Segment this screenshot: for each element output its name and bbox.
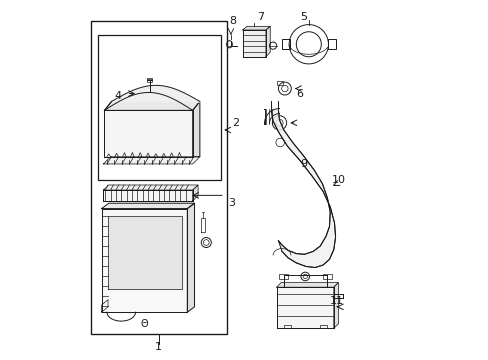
Bar: [327, 39, 335, 49]
Text: 6: 6: [296, 89, 303, 99]
Bar: [140, 96, 142, 100]
Polygon shape: [192, 102, 200, 157]
Text: 2: 2: [231, 118, 239, 128]
Polygon shape: [276, 283, 338, 287]
Polygon shape: [103, 157, 200, 164]
Polygon shape: [103, 185, 198, 190]
Bar: [147, 78, 152, 82]
Text: $\Theta$: $\Theta$: [140, 317, 149, 329]
Bar: [323, 274, 331, 279]
Polygon shape: [192, 185, 198, 201]
Text: 10: 10: [331, 175, 346, 185]
Text: 5: 5: [299, 13, 306, 22]
Polygon shape: [104, 102, 200, 111]
Text: 7: 7: [257, 13, 264, 22]
Polygon shape: [271, 111, 335, 267]
Polygon shape: [104, 111, 192, 157]
Polygon shape: [187, 203, 194, 312]
Bar: [98, 35, 221, 180]
Bar: [91, 21, 226, 334]
Bar: [278, 274, 287, 279]
Polygon shape: [102, 203, 194, 208]
Polygon shape: [242, 30, 265, 57]
Text: 4: 4: [114, 91, 121, 101]
Bar: [282, 39, 289, 49]
Polygon shape: [276, 287, 333, 328]
Polygon shape: [265, 26, 270, 57]
Bar: [137, 91, 145, 96]
Text: 3: 3: [228, 198, 235, 208]
Text: 9: 9: [299, 159, 306, 169]
Bar: [103, 190, 192, 202]
Text: 11: 11: [329, 296, 344, 306]
Polygon shape: [102, 208, 187, 312]
Polygon shape: [103, 190, 192, 201]
Polygon shape: [242, 26, 270, 30]
Text: 8: 8: [229, 16, 236, 26]
Text: 1: 1: [155, 342, 162, 352]
Polygon shape: [333, 283, 338, 328]
Polygon shape: [108, 216, 182, 289]
Bar: [276, 81, 282, 85]
